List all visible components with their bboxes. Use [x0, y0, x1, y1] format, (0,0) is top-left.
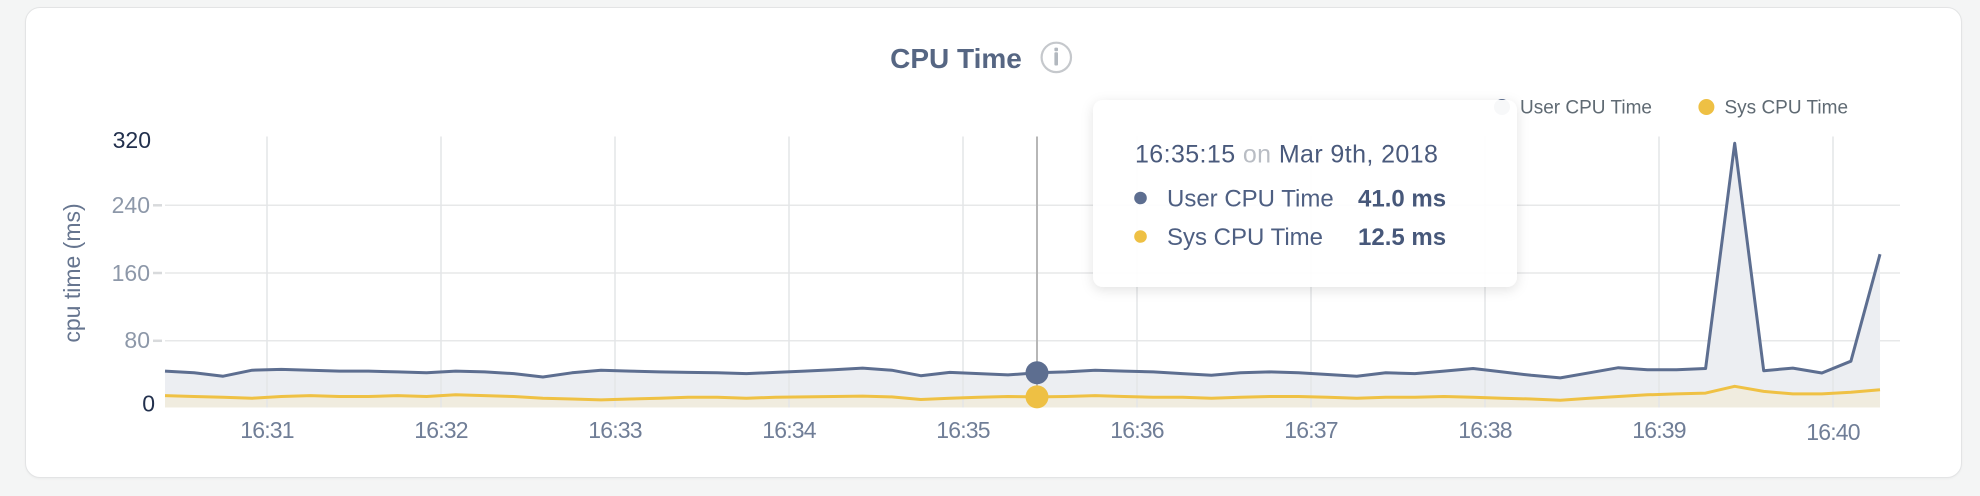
svg-text:160: 160	[112, 260, 150, 286]
svg-text:16:31: 16:31	[240, 417, 294, 443]
svg-text:320: 320	[113, 127, 151, 153]
svg-text:80: 80	[124, 327, 150, 353]
svg-text:User CPU Time: User CPU Time	[1520, 98, 1652, 119]
svg-text:16:32: 16:32	[414, 417, 468, 443]
svg-text:16:34: 16:34	[762, 417, 817, 443]
svg-text:16:38: 16:38	[1458, 417, 1512, 443]
svg-text:16:36: 16:36	[1110, 417, 1164, 443]
svg-text:41.0 ms: 41.0 ms	[1358, 186, 1446, 213]
svg-text:240: 240	[112, 192, 150, 218]
svg-text:16:40: 16:40	[1806, 419, 1860, 445]
svg-text:User CPU Time: User CPU Time	[1167, 186, 1334, 213]
svg-text:16:39: 16:39	[1632, 417, 1686, 443]
svg-text:16:35: 16:35	[936, 417, 990, 443]
svg-text:cpu time (ms): cpu time (ms)	[59, 203, 85, 342]
svg-text:CPU Time: CPU Time	[890, 43, 1022, 74]
svg-text:12.5 ms: 12.5 ms	[1358, 224, 1446, 251]
svg-text:Sys CPU Time: Sys CPU Time	[1167, 224, 1323, 251]
svg-text:16:37: 16:37	[1284, 417, 1338, 443]
svg-text:16:35:15 on Mar 9th, 2018: 16:35:15 on Mar 9th, 2018	[1135, 141, 1438, 169]
svg-text:16:33: 16:33	[588, 417, 642, 443]
svg-text:0: 0	[142, 391, 155, 417]
svg-text:Sys CPU Time: Sys CPU Time	[1725, 98, 1849, 119]
